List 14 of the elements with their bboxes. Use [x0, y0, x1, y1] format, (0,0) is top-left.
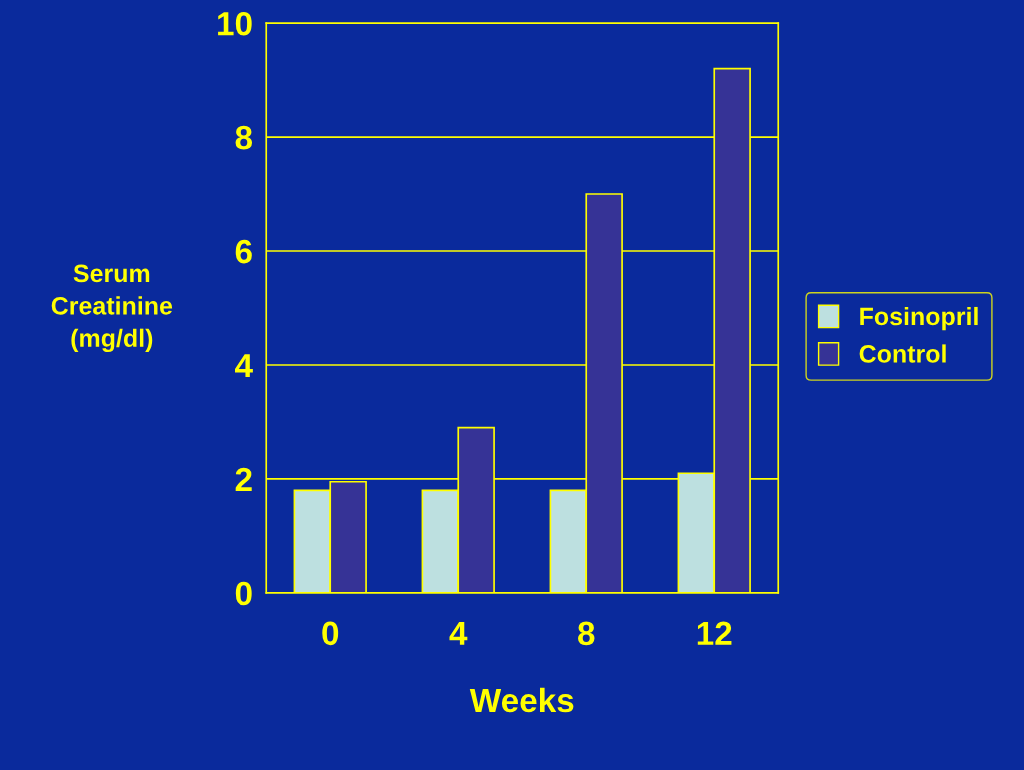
y-tick-label: 6: [235, 239, 252, 264]
y-tick-label: 4: [235, 354, 253, 378]
x-tick-label: 8: [578, 621, 595, 646]
x-tick-label: 0: [322, 621, 339, 646]
legend-label: Control: [859, 344, 946, 363]
x-tick-label: 4: [449, 621, 468, 645]
y-axis-title: Serum Creatinine (mg/dl): [51, 264, 173, 353]
y-tick-label: 0: [235, 581, 252, 606]
y-tick-label: 8: [235, 125, 253, 150]
y-tick-label: 2: [235, 467, 252, 492]
x-axis-title: Weeks: [469, 687, 574, 713]
y-tick-label: 10: [218, 11, 252, 36]
legend-label: Fosinopril: [860, 306, 978, 331]
x-tick-label: 12: [697, 621, 732, 645]
